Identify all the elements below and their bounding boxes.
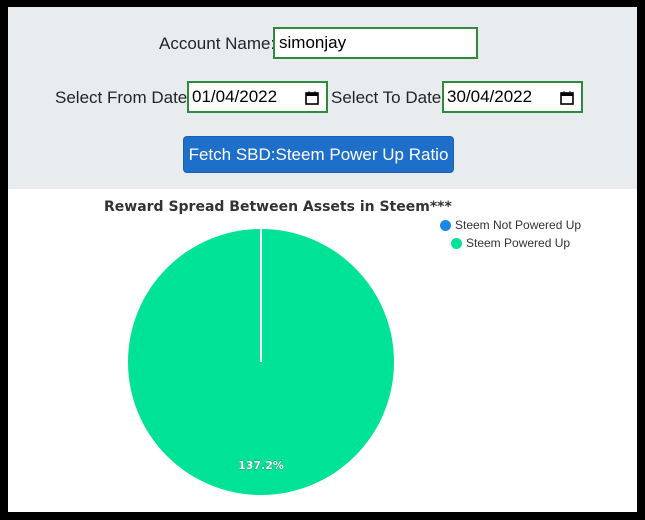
chart-legend: Steem Not Powered Up Steem Powered Up	[440, 216, 581, 252]
form-panel: Account Name: Select From Date: 01/04/20…	[8, 7, 637, 189]
legend-item-powered[interactable]: Steem Powered Up	[440, 234, 581, 252]
from-date-input[interactable]: 01/04/2022	[187, 81, 328, 113]
from-date-value: 01/04/2022	[192, 87, 278, 106]
legend-label: Steem Powered Up	[466, 236, 571, 250]
chart-title: Reward Spread Between Assets in Steem***	[104, 199, 452, 215]
to-date-label: Select To Date:	[331, 88, 446, 107]
calendar-icon[interactable]	[560, 90, 574, 110]
to-date-input[interactable]: 30/04/2022	[442, 81, 583, 113]
account-name-input[interactable]	[273, 27, 478, 59]
legend-marker	[440, 219, 451, 231]
pie-data-label: 137.2%	[238, 459, 284, 472]
legend-marker	[451, 237, 462, 249]
from-date-label: Select From Date:	[55, 88, 192, 107]
to-date-value: 30/04/2022	[447, 87, 533, 106]
app-frame: Account Name: Select From Date: 01/04/20…	[8, 7, 637, 512]
calendar-icon[interactable]	[305, 90, 319, 110]
legend-item-not-powered[interactable]: Steem Not Powered Up	[440, 216, 581, 234]
legend-label: Steem Not Powered Up	[455, 218, 582, 232]
fetch-ratio-button[interactable]: Fetch SBD:Steem Power Up Ratio	[183, 136, 454, 173]
pie-chart: 137.2%	[128, 229, 394, 495]
account-name-label: Account Name:	[159, 34, 276, 53]
